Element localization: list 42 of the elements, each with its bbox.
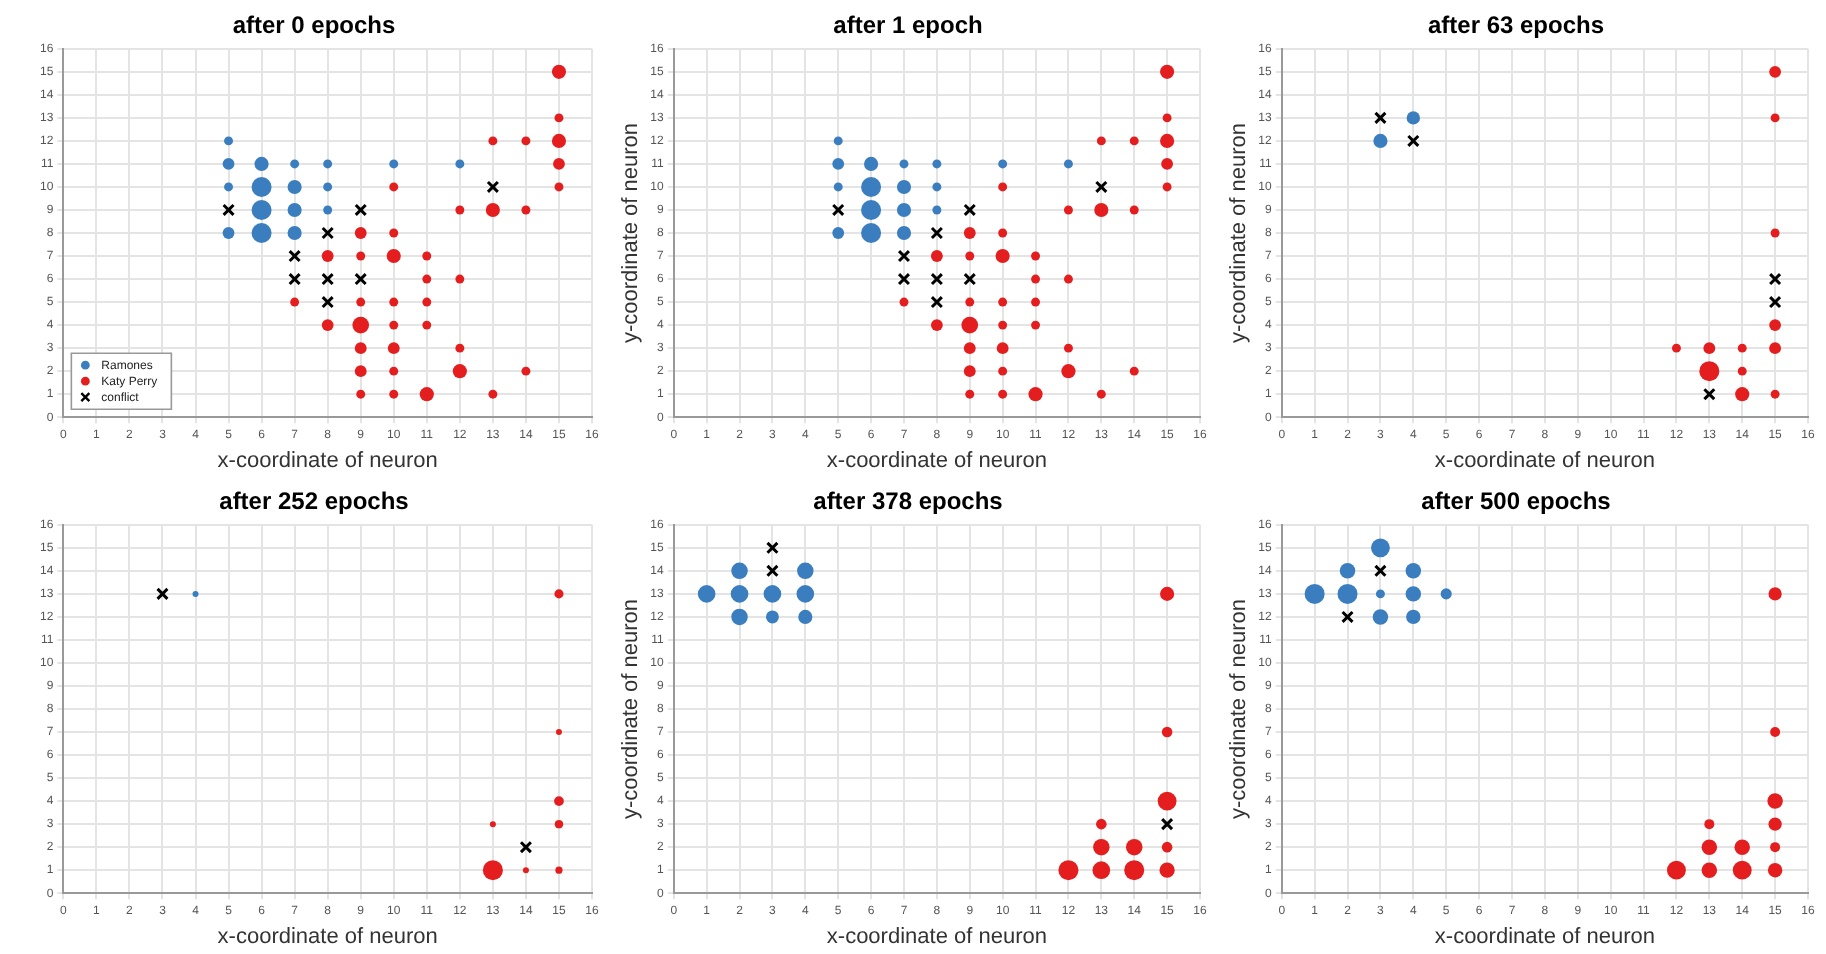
point: [354, 272, 368, 286]
y-axis-title: y-coordinate of neuron: [619, 598, 644, 820]
point: [222, 203, 235, 217]
point: [963, 272, 977, 286]
chart-title: after 1 epoch: [833, 11, 983, 40]
point: [930, 295, 944, 309]
point: [831, 203, 845, 217]
y-axis-title: y-coordinate of neuron: [1227, 122, 1252, 344]
chart-title: after 378 epochs: [813, 487, 1004, 516]
point: [1702, 387, 1716, 401]
point: [1768, 272, 1782, 286]
y-axis-title: y-coordinate of neuron: [1227, 598, 1252, 820]
point: [1160, 817, 1174, 831]
chart-title: after 0 epochs: [232, 11, 396, 40]
chart-title: after 500 epochs: [1421, 487, 1612, 516]
x-axis-title: x-coordinate of neuron: [826, 924, 1047, 949]
point: [897, 272, 911, 286]
chart-title: after 63 epochs: [1427, 11, 1605, 40]
x-axis-title: x-coordinate of neuron: [1434, 924, 1655, 949]
point: [765, 564, 779, 578]
point: [321, 295, 335, 309]
point: [1768, 295, 1782, 309]
y-axis-title: y-coordinate of neuron: [619, 122, 644, 344]
point: [897, 249, 911, 263]
point: [321, 272, 335, 286]
point: [765, 541, 779, 555]
point: [288, 249, 302, 263]
point: [321, 226, 335, 240]
chart-title: after 252 epochs: [219, 487, 410, 516]
point: [288, 272, 302, 286]
point: [1406, 134, 1420, 148]
point: [1373, 111, 1387, 125]
x-axis-title: x-coordinate of neuron: [826, 448, 1047, 473]
x-axis-title: x-coordinate of neuron: [1434, 448, 1655, 473]
point: [930, 272, 944, 286]
point: [486, 180, 500, 194]
point: [1094, 180, 1108, 194]
x-axis-title: x-coordinate of neuron: [217, 448, 438, 473]
point: [963, 203, 977, 217]
point: [354, 203, 368, 217]
point: [930, 226, 944, 240]
x-axis-title: x-coordinate of neuron: [217, 924, 438, 949]
